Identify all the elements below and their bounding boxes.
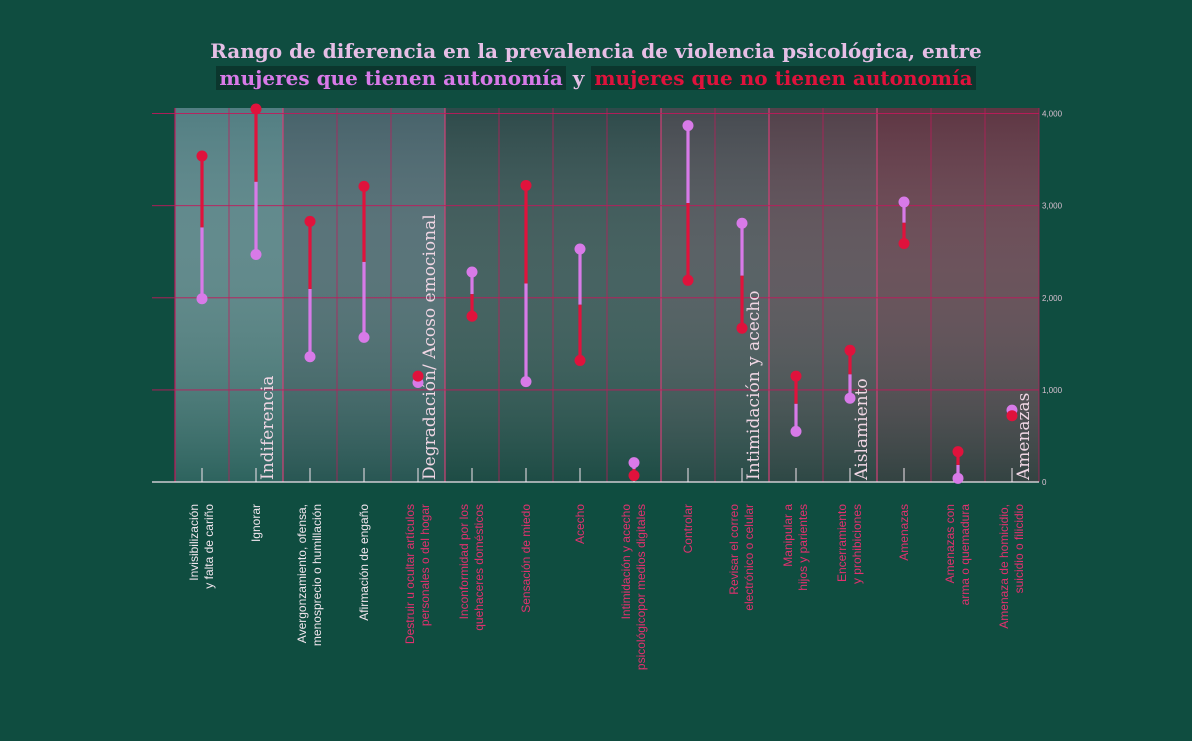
- point-group-b: [412, 370, 424, 382]
- category-label: Amenazas: [897, 504, 911, 561]
- y-tick-label: 3,000: [1042, 202, 1063, 211]
- category-label: Intimidación y acechopsicológicopor medi…: [619, 504, 648, 670]
- point-group-a: [358, 331, 370, 343]
- point-group-b: [790, 370, 802, 382]
- category-label-line: Acecho: [573, 504, 587, 544]
- category-label-line: Destruir u ocultar artículos: [403, 504, 417, 644]
- group-label: Intimidación y acecho: [744, 291, 764, 480]
- point-group-b: [574, 354, 586, 366]
- category-label-line: quehaceres domésticos: [472, 504, 486, 631]
- category-label-line: Afirmación de engaño: [357, 504, 371, 621]
- category-label: Amenazas conarma o quemadura: [943, 504, 972, 606]
- category-label-line: Sensación de miedo: [519, 504, 533, 613]
- category-label-line: Amenazas: [897, 504, 911, 561]
- point-group-a: [574, 243, 586, 255]
- point-group-a: [466, 266, 478, 278]
- point-group-a: [682, 120, 694, 132]
- category-label: Manipular ahijos y parientes: [781, 504, 810, 591]
- category-label: Acecho: [573, 504, 587, 544]
- group-label: Indiferencia: [258, 375, 278, 480]
- category-label-line: Ignorar: [249, 504, 263, 542]
- category-label: Sensación de miedo: [519, 504, 533, 613]
- title-line-2: mujeres que tienen autonomía y mujeres q…: [0, 65, 1192, 92]
- point-group-b: [466, 310, 478, 322]
- category-label: Invisibilizacióny falta de cariño: [187, 504, 216, 589]
- category-label-line: y prohibiciones: [850, 504, 864, 584]
- point-group-a: [304, 351, 316, 363]
- group-label: Aislamiento: [852, 378, 872, 481]
- category-label-line: Avergonzamiento, ofensa,: [295, 504, 309, 643]
- category-label: Encerramientoy prohibiciones: [835, 504, 864, 584]
- category-label-line: Amenaza de homicidio,: [997, 504, 1011, 629]
- category-label: Destruir u ocultar artículospersonales o…: [403, 504, 432, 644]
- group-label: Degradación/ Acoso emocional: [420, 214, 440, 480]
- legend-group-b: mujeres que no tienen autonomía: [591, 66, 976, 90]
- point-group-b: [250, 103, 262, 115]
- category-label: Controlar: [681, 504, 695, 553]
- category-label: Afirmación de engaño: [357, 504, 371, 621]
- category-label-line: hijos y parientes: [796, 504, 810, 591]
- point-group-a: [898, 196, 910, 208]
- point-group-b: [196, 150, 208, 162]
- point-group-b: [898, 237, 910, 249]
- point-group-a: [520, 376, 532, 388]
- category-label-line: menosprecio o humillación: [310, 504, 324, 646]
- y-tick-label: 2,000: [1042, 294, 1063, 303]
- group-label: Amenazas: [1014, 393, 1034, 481]
- title-line-1: Rango de diferencia en la prevalencia de…: [210, 39, 982, 63]
- category-label-line: electrónico o celular: [742, 504, 756, 611]
- category-label-line: Inconformidad por los: [457, 504, 471, 619]
- category-label-line: Amenazas con: [943, 504, 957, 583]
- point-group-a: [952, 472, 964, 484]
- category-label-line: Manipular a: [781, 504, 795, 567]
- legend-group-a: mujeres que tienen autonomía: [216, 66, 566, 90]
- category-label: Amenaza de homicidio,suicidio o filicidi…: [997, 504, 1026, 629]
- point-group-b: [952, 446, 964, 458]
- point-group-b: [304, 215, 316, 227]
- category-label-line: Controlar: [681, 504, 695, 553]
- category-label: Ignorar: [249, 504, 263, 542]
- point-group-a: [196, 293, 208, 305]
- point-group-a: [250, 249, 262, 261]
- category-label-line: personales o del hogar: [418, 504, 432, 626]
- point-group-b: [1006, 410, 1018, 422]
- category-label: Inconformidad por losquehaceres doméstic…: [457, 504, 486, 631]
- category-label-line: Invisibilización: [187, 504, 201, 581]
- y-tick-label: 0: [1042, 478, 1047, 487]
- category-label-line: psicológicopor medios digitales: [634, 504, 648, 670]
- category-label-line: y falta de cariño: [202, 504, 216, 589]
- point-group-b: [358, 180, 370, 192]
- category-label: Avergonzamiento, ofensa,menosprecio o hu…: [295, 504, 324, 646]
- title-connector: y: [572, 66, 585, 90]
- point-group-a: [628, 457, 640, 469]
- point-group-b: [844, 344, 856, 356]
- y-tick-label: 1,000: [1042, 386, 1063, 395]
- point-group-b: [682, 274, 694, 286]
- category-label-line: Intimidación y acecho: [619, 504, 633, 620]
- category-label-line: arma o quemadura: [958, 504, 972, 606]
- point-group-b: [736, 322, 748, 334]
- point-group-a: [844, 392, 856, 404]
- point-group-b: [628, 470, 640, 482]
- category-label-line: suicidio o filicidio: [1012, 504, 1026, 594]
- chart-title: Rango de diferencia en la prevalencia de…: [0, 38, 1192, 92]
- y-tick-label: 4,000: [1042, 110, 1063, 119]
- category-label-line: Revisar el correo: [727, 504, 741, 595]
- category-label: Revisar el correoelectrónico o celular: [727, 504, 756, 611]
- point-group-a: [790, 425, 802, 437]
- category-label-line: Encerramiento: [835, 504, 849, 582]
- point-group-b: [520, 179, 532, 191]
- point-group-a: [736, 217, 748, 229]
